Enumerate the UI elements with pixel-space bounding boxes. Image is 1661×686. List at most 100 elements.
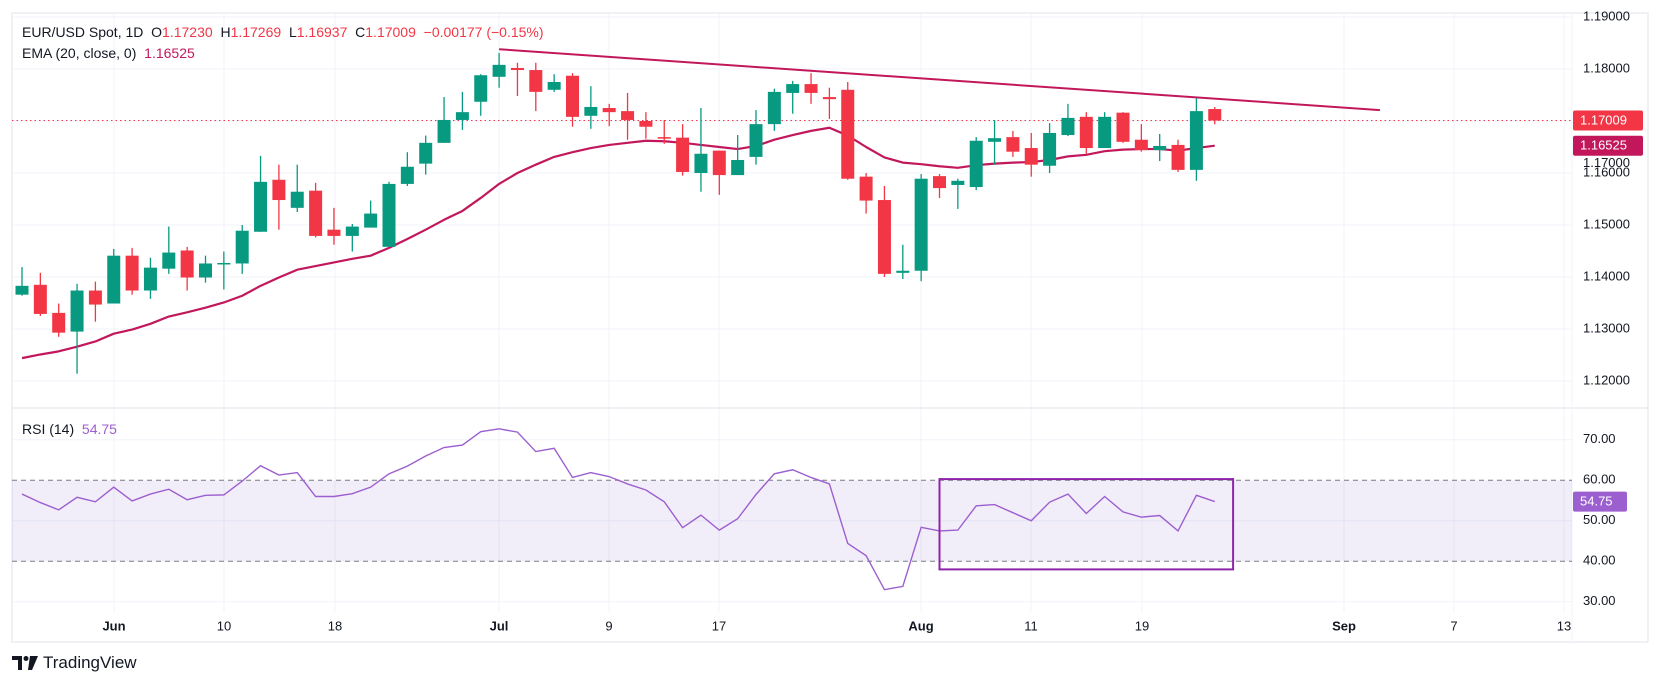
- ema-price-badge: 1.16525: [1580, 138, 1627, 153]
- candle-body: [492, 64, 506, 77]
- candle: [290, 164, 304, 212]
- symbol-legend: EUR/USD Spot, 1D O1.17230 H1.17269 L1.16…: [22, 24, 544, 40]
- time-axis-label: 13: [1557, 618, 1571, 633]
- last-price-badge: 1.17009: [1580, 112, 1627, 127]
- rsi-axis-label: 60.00: [1583, 472, 1616, 487]
- candle-body: [602, 108, 616, 113]
- candle-body: [107, 255, 121, 304]
- candle: [712, 150, 726, 195]
- open-label: O: [151, 24, 163, 40]
- ema-label: EMA (20, close, 0): [22, 45, 137, 61]
- candle-body: [88, 290, 102, 305]
- rsi-range-box: [938, 478, 1235, 571]
- candle-body: [1153, 145, 1167, 151]
- candle: [125, 247, 139, 295]
- resistance-trendline: [499, 48, 1380, 112]
- candle: [1006, 130, 1020, 157]
- price-axis-label: 1.15000: [1583, 216, 1630, 231]
- candle: [841, 82, 855, 180]
- price-axis-label: 1.13000: [1583, 320, 1630, 335]
- candle: [786, 80, 800, 114]
- low-value: 1.16937: [296, 24, 348, 40]
- price-axis-label: 1.17000: [1583, 155, 1630, 170]
- ema-legend[interactable]: EMA (20, close, 0) 1.16525: [22, 45, 195, 61]
- candle-body: [712, 150, 726, 176]
- time-axis-label: Aug: [908, 618, 933, 633]
- candle-body: [33, 284, 47, 314]
- candle-body: [1189, 111, 1203, 170]
- candle-body: [474, 75, 488, 102]
- candle-body: [125, 255, 139, 291]
- candle-body: [510, 67, 524, 71]
- candle-body: [1208, 109, 1222, 121]
- candle-body: [529, 70, 543, 92]
- change-value: −0.00177 (−0.15%): [423, 24, 544, 40]
- price-axis-label: 1.16000: [1583, 164, 1630, 179]
- close-value: 1.17009: [365, 24, 416, 40]
- last-price-badge-bg: [1573, 110, 1643, 131]
- candle-body: [162, 252, 176, 269]
- candle-body: [1116, 112, 1130, 142]
- candle: [1189, 98, 1203, 181]
- time-axis-label: 10: [217, 618, 231, 633]
- candle: [1024, 132, 1038, 177]
- tradingview-wordmark: TradingView: [43, 653, 137, 672]
- rsi-label: RSI (14): [22, 421, 75, 437]
- time-axis-label: Jun: [102, 618, 125, 633]
- candle: [639, 112, 653, 139]
- candle: [33, 272, 47, 316]
- candle: [180, 246, 194, 291]
- candle: [272, 164, 286, 230]
- candle-body: [217, 262, 231, 265]
- price-pane: [12, 48, 1572, 374]
- price-axis-label: 1.12000: [1583, 372, 1630, 387]
- candle: [676, 124, 690, 176]
- time-axis-label: 7: [1450, 618, 1457, 633]
- candle-body: [584, 106, 598, 116]
- candle-body: [15, 285, 29, 295]
- candle-body: [859, 176, 873, 201]
- candle: [492, 52, 506, 88]
- candle: [1153, 134, 1167, 162]
- candle: [235, 225, 249, 274]
- candle: [1061, 103, 1075, 137]
- candle: [88, 281, 102, 322]
- candle: [529, 62, 543, 112]
- grid: [12, 13, 1572, 612]
- candle: [969, 137, 983, 191]
- candle: [400, 152, 414, 186]
- rsi-axis-label: 40.00: [1583, 553, 1616, 568]
- candle: [1171, 139, 1185, 172]
- candle-body: [694, 153, 708, 173]
- candle: [731, 135, 745, 176]
- candle: [162, 226, 176, 274]
- candle-body: [767, 91, 781, 125]
- candle: [1043, 123, 1057, 173]
- candle: [804, 73, 818, 104]
- candle: [951, 178, 965, 209]
- tradingview-logo[interactable]: TradingView: [12, 653, 137, 673]
- candle: [767, 88, 781, 131]
- time-axis-label: 11: [1024, 618, 1038, 633]
- candle-body: [1024, 148, 1038, 165]
- time-axis-label: 9: [605, 618, 612, 633]
- candle-body: [988, 138, 1002, 142]
- candle: [1116, 112, 1130, 143]
- candle-body: [951, 180, 965, 185]
- time-axis-label: 17: [712, 618, 726, 633]
- candle-body: [1079, 116, 1093, 149]
- candle: [877, 186, 891, 277]
- candle: [749, 110, 763, 165]
- time-axis-label: 18: [328, 618, 342, 633]
- rsi-legend[interactable]: RSI (14) 54.75: [22, 421, 117, 437]
- candle-body: [1171, 144, 1185, 170]
- candle: [933, 174, 946, 198]
- price-axis-label: 1.18000: [1583, 60, 1630, 75]
- symbol-title: EUR/USD Spot, 1D: [22, 24, 144, 40]
- candle-body: [896, 270, 910, 273]
- candle-body: [199, 263, 212, 278]
- candle: [621, 92, 635, 140]
- close-label: C: [355, 24, 366, 40]
- rsi-band: [12, 480, 1572, 562]
